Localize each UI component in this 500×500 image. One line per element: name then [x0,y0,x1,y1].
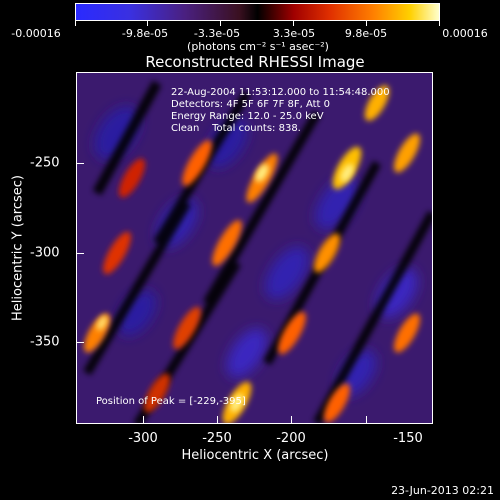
x-tick-mark [217,416,218,424]
colorbar-tick [366,21,367,26]
rhessi-image: 22-Aug-2004 11:53:12.000 to 11:54:48.000… [76,72,433,424]
y-tick-label: -250 [30,155,60,171]
y-tick-mark [76,253,84,254]
y-tick-mark [76,163,84,164]
info-line-clean: Clean Total counts: 838. [171,123,301,134]
info-line-detectors: Detectors: 4F 5F 6F 7F 8F, Att 0 [171,99,331,110]
colorbar-tick [220,21,221,26]
plot-title: Reconstructed RHESSI Image [145,53,365,71]
colorbar-label: -3.3e-05 [193,27,241,40]
colorbar-units: (photons cm⁻² s⁻¹ asec⁻²) [187,40,329,53]
y-axis-label: Heliocentric Y (arcsec) [10,175,26,321]
image-pattern [77,73,432,423]
colorbar-tick [439,21,440,26]
info-line-time: 22-Aug-2004 11:53:12.000 to 11:54:48.000 [171,87,390,98]
x-tick-label: -300 [128,431,158,446]
colorbar-label: -0.00016 [11,27,61,40]
x-tick-mark [366,416,367,424]
colorbar-tick [293,21,294,26]
y-tick-mark [76,342,84,343]
y-tick-label: -300 [30,245,60,261]
colorbar-label: -9.8e-05 [121,27,169,40]
timestamp: 23-Jun-2013 02:21 [391,484,494,497]
colorbar [75,3,440,21]
info-line-energy: Energy Range: 12.0 - 25.0 keV [171,111,324,122]
x-tick-label: -150 [393,431,423,446]
x-axis-label: Heliocentric X (arcsec) [181,448,329,463]
x-tick-label: -250 [202,431,232,446]
colorbar-label: 0.00016 [442,27,488,40]
peak-position-text: Position of Peak = [-229,-395] [96,396,246,407]
colorbar-label: 9.8e-05 [344,27,388,40]
x-tick-mark [143,416,144,424]
colorbar-tick [147,21,148,26]
y-tick-label: -350 [30,334,60,350]
colorbar-tick [75,21,76,26]
x-tick-mark [291,416,292,424]
colorbar-label: 3.3e-05 [272,27,316,40]
x-tick-label: -200 [276,431,306,446]
